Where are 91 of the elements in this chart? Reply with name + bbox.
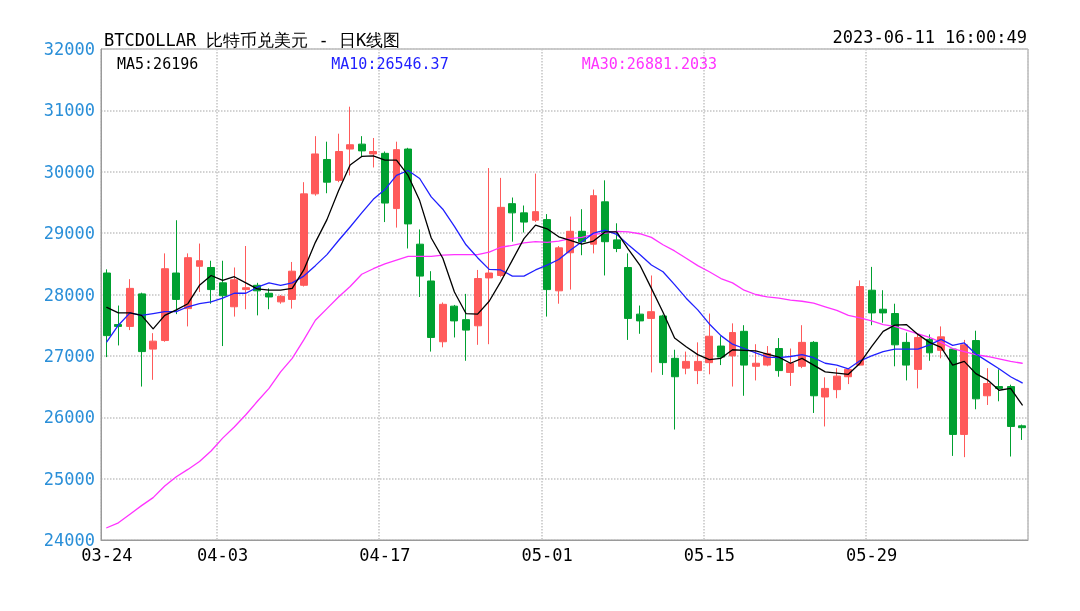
candlestick [821, 376, 829, 427]
candlestick [207, 260, 215, 305]
y-tick-label: 25000 [43, 468, 95, 489]
y-tick-label: 26000 [43, 407, 95, 428]
candlestick [879, 289, 887, 324]
candlestick [114, 305, 122, 346]
candlestick [555, 245, 563, 305]
candlestick [485, 167, 493, 345]
text: MA30:26881.2033 [581, 54, 718, 73]
candlestick [671, 349, 679, 431]
candlestick [138, 292, 146, 388]
candlestick [474, 269, 482, 346]
x-tick-label: 05-29 [845, 544, 898, 565]
candlestick [219, 260, 227, 347]
candlestick [601, 179, 609, 276]
candlestick [196, 243, 203, 293]
text: MA10:26546.37 [331, 54, 449, 73]
candlestick [126, 278, 134, 331]
candlestick [369, 137, 377, 168]
candlestick [508, 197, 516, 243]
candlestick [381, 151, 389, 223]
candlestick [462, 293, 470, 362]
candlestick [636, 305, 644, 335]
candlestick [694, 341, 702, 385]
candlestick [902, 332, 910, 381]
candlestick [149, 332, 157, 381]
candlestick [960, 339, 968, 458]
y-tick-label: 29000 [43, 223, 95, 244]
candlestick [103, 268, 111, 358]
candlestick [624, 252, 632, 341]
x-tick-label: 05-15 [683, 544, 735, 565]
candlestick [647, 274, 655, 373]
candlestick [995, 368, 1003, 402]
candlestick [450, 304, 458, 338]
candlestick [532, 173, 539, 223]
candlestick [717, 335, 725, 366]
line-series [106, 230, 1023, 529]
candlestick [740, 324, 748, 397]
candlestick [786, 348, 794, 387]
y-tick-label: 27000 [43, 345, 95, 366]
candlestick [242, 245, 250, 310]
candlestick [1007, 384, 1015, 458]
candlestick [682, 351, 690, 375]
candlestick [184, 252, 192, 327]
text: MA5:26196 [117, 54, 199, 73]
candlestick [161, 252, 169, 343]
candlestick [393, 141, 400, 229]
y-tick-label: 28000 [43, 284, 95, 305]
candlestick [983, 367, 991, 406]
candlestick [590, 189, 597, 254]
candlestick [323, 141, 331, 194]
y-tick-label: 31000 [43, 100, 95, 121]
candlestick [346, 106, 354, 176]
candlestick [914, 332, 922, 389]
candlestick [277, 294, 285, 305]
y-tick-label: 32000 [43, 39, 95, 59]
candlestick [543, 213, 551, 318]
x-tick-label: 05-01 [521, 544, 573, 565]
text: 2023-06-11 16:00:49 [832, 26, 1028, 47]
y-tick-label: 30000 [43, 161, 95, 182]
candlestick [172, 219, 180, 315]
candlestick [265, 287, 273, 310]
candlestick [1018, 424, 1026, 441]
candlestick [891, 303, 899, 367]
candlestick [659, 314, 667, 376]
candlestick [810, 340, 818, 414]
candlestick [288, 261, 296, 310]
candlestick [439, 301, 447, 348]
candlestick [358, 135, 366, 158]
candlestick [520, 205, 528, 234]
candlestick [335, 133, 343, 183]
candlestick [833, 367, 841, 399]
candlestick [705, 313, 713, 375]
x-tick-label: 04-17 [359, 544, 411, 565]
candlestick [972, 330, 980, 410]
candlestick [404, 147, 412, 249]
candlestick [856, 279, 864, 367]
candlestick [300, 181, 308, 288]
candlestick [230, 267, 238, 318]
candlestick [949, 348, 957, 457]
x-tick-label: 04-03 [197, 544, 249, 565]
candlestick [427, 270, 435, 353]
candlestick [729, 322, 736, 388]
chart-title: BTCDOLLAR 比特币兑美元 - 日K线图 [104, 29, 401, 50]
candlestick [775, 337, 783, 378]
candlestick [752, 343, 760, 381]
candlestick [868, 266, 876, 326]
candlestick [311, 135, 319, 197]
candlestick [416, 228, 424, 298]
candlestick [613, 222, 621, 253]
candlestick [497, 177, 505, 278]
